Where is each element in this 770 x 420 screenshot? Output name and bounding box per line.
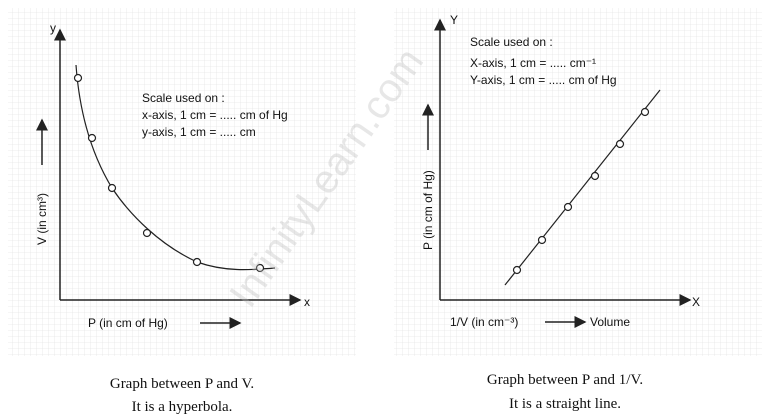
curve <box>75 64 276 271</box>
axis-name: y <box>50 21 56 35</box>
grid-right <box>394 8 762 356</box>
y-label: V (in cm³) <box>35 193 49 245</box>
x-label-2: Volume <box>590 315 630 329</box>
x-label: 1/V (in cm⁻³) <box>450 315 518 329</box>
scale-x: x-axis, 1 cm = ..... cm of Hg <box>142 108 288 122</box>
scale-title: Scale used on : <box>470 35 553 49</box>
caption: Graph between P and 1/V. <box>487 372 643 388</box>
points <box>73 73 265 273</box>
scale-x: X-axis, 1 cm = ..... cm⁻¹ <box>470 56 596 70</box>
points <box>512 107 650 275</box>
y-label: P (in cm of Hg) <box>421 170 435 250</box>
line <box>504 89 661 286</box>
axis-name: x <box>304 295 310 309</box>
axis-name: X <box>692 295 700 309</box>
scale-title: Scale used on : <box>142 91 225 105</box>
caption: Graph between P and V. <box>110 376 254 392</box>
scale-y: y-axis, 1 cm = ..... cm <box>142 125 256 139</box>
x-label: P (in cm of Hg) <box>88 316 168 330</box>
caption: It is a hyperbola. <box>132 399 233 415</box>
caption: It is a straight line. <box>509 396 621 412</box>
axis-name: Y <box>450 13 458 27</box>
scale-y: Y-axis, 1 cm = ..... cm of Hg <box>470 73 617 87</box>
